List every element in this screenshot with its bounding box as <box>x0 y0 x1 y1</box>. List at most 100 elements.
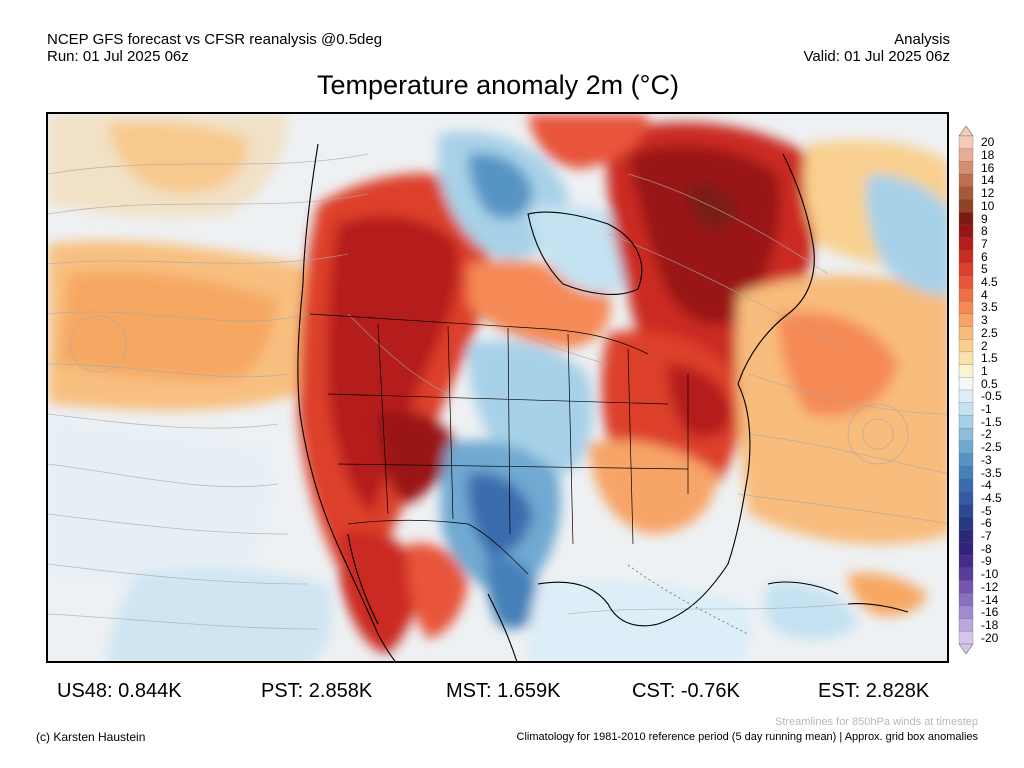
colorbar-swatch <box>958 453 974 467</box>
colorbar-label: 9 <box>981 211 988 226</box>
plains-cool <box>467 340 593 475</box>
colorbar-swatch <box>958 593 974 607</box>
colorbar-label: -9 <box>981 554 992 569</box>
us-canada-border <box>309 313 649 355</box>
colorbar-swatch <box>958 364 974 378</box>
colorbar-label: -5 <box>981 503 992 518</box>
colorbar-label: 1.5 <box>981 351 998 366</box>
colorbar-swatch <box>958 389 974 404</box>
northwest-mexico-warm <box>407 543 468 639</box>
colorbar-label: -3.5 <box>981 465 1002 480</box>
anomaly-fields <box>48 114 947 661</box>
gulf-alaska-warm <box>108 122 248 194</box>
colorbar-graphic <box>958 126 974 654</box>
streamline <box>607 233 839 345</box>
colorbar-label: -2 <box>981 427 992 442</box>
header-right: Analysis Valid: 01 Jul 2025 06z <box>804 31 951 65</box>
gulf-mexico-neutral <box>527 580 753 661</box>
colorbar-swatch <box>958 478 974 493</box>
header-left: NCEP GFS forecast vs CFSR reanalysis @0.… <box>47 31 382 65</box>
streamline <box>48 193 369 215</box>
valid-time: Valid: 01 Jul 2025 06z <box>803 48 951 65</box>
colorbar-swatch <box>958 466 974 480</box>
colorbar-label: 5 <box>981 262 988 277</box>
streamline <box>48 613 319 630</box>
pacific-neutral <box>48 414 272 589</box>
coastlines <box>297 143 909 661</box>
colorbar-swatch <box>958 631 974 645</box>
colorbar-swatch <box>958 262 974 277</box>
stat-mst: MST: 1.659K <box>446 680 561 702</box>
colorbar-label: -16 <box>981 605 999 620</box>
colorbar-swatch <box>958 339 974 353</box>
colorbar-label: 16 <box>981 160 995 175</box>
colorbar-swatch <box>958 402 974 416</box>
colorbar-label: -20 <box>981 630 999 645</box>
streamline <box>48 463 279 488</box>
streamline <box>567 603 849 615</box>
streamline <box>747 373 947 415</box>
gulf-atlantic-coastline <box>537 383 751 627</box>
colorbar-label: 2.5 <box>981 325 998 340</box>
colorbar-label: 20 <box>981 135 995 150</box>
colorbar-swatch <box>958 504 974 518</box>
state-borders <box>377 323 689 545</box>
climatology-note: Climatology for 1981-2010 reference peri… <box>516 731 978 743</box>
colorbar-label: 10 <box>981 198 995 213</box>
colorbar-swatch <box>958 491 974 505</box>
colorbar-swatch <box>958 199 974 213</box>
colorbar-label: -6 <box>981 516 992 531</box>
colorbar-swatch <box>958 250 974 264</box>
caribbean-islands <box>767 581 909 613</box>
mexico-east-coast <box>487 593 518 661</box>
streamline <box>48 311 309 322</box>
colorbar-swatch <box>958 288 974 302</box>
regional-stats: US48: 0.844K PST: 2.858K MST: 1.659K CST… <box>0 680 1024 706</box>
political-borders <box>309 313 689 575</box>
colorbar-swatch <box>958 580 974 594</box>
colorbar-label: -4 <box>981 478 992 493</box>
north-atlantic-cool <box>866 174 947 295</box>
colorbar-label: -18 <box>981 617 999 632</box>
colorbar-label: 2 <box>981 338 988 353</box>
maritime-boundary <box>627 564 749 635</box>
colorbar-swatch <box>958 529 974 543</box>
colorbar-label: 7 <box>981 236 988 251</box>
quebec-extreme <box>687 182 738 230</box>
colorbar-swatch <box>958 237 974 251</box>
state-borders <box>327 393 689 470</box>
colorbar-swatch <box>958 516 974 531</box>
colorbar-label: 4 <box>981 287 988 302</box>
wind-streamlines <box>48 153 947 630</box>
colorbar-swatch <box>958 300 974 315</box>
streamline-gyre <box>862 418 894 450</box>
streamline-gyre <box>847 403 909 465</box>
streamline <box>347 313 449 395</box>
stat-us48: US48: 0.844K <box>57 680 182 702</box>
colorbar-swatch <box>958 351 974 366</box>
colorbar-swatch <box>958 313 974 328</box>
streamline <box>48 413 279 429</box>
northern-canada-cold-core <box>468 153 533 219</box>
colorbar-label: 12 <box>981 186 995 201</box>
streamline <box>477 313 609 365</box>
pacific-coastline <box>297 143 396 661</box>
mexico-cool <box>486 554 543 629</box>
streamline <box>48 563 309 585</box>
colorbar-label: -3 <box>981 452 992 467</box>
colorbar-swatch <box>958 186 974 201</box>
streamline <box>747 433 947 474</box>
great-basin-core <box>378 410 458 504</box>
colorbar-label: -7 <box>981 529 992 544</box>
southeast-warm <box>588 440 718 534</box>
pacific-south-cool <box>108 568 332 661</box>
colorbar-swatch <box>958 554 974 569</box>
colorbar-label: 3.5 <box>981 300 998 315</box>
colorbar-swatch <box>958 427 974 442</box>
colorbar-swatch <box>958 224 974 239</box>
colorbar-label: -1.5 <box>981 414 1002 429</box>
colorbar-swatch <box>958 161 974 175</box>
colorbar-swatch <box>958 212 974 226</box>
colorbar-label: -10 <box>981 567 999 582</box>
model-description: NCEP GFS forecast vs CFSR reanalysis @0.… <box>47 31 383 48</box>
